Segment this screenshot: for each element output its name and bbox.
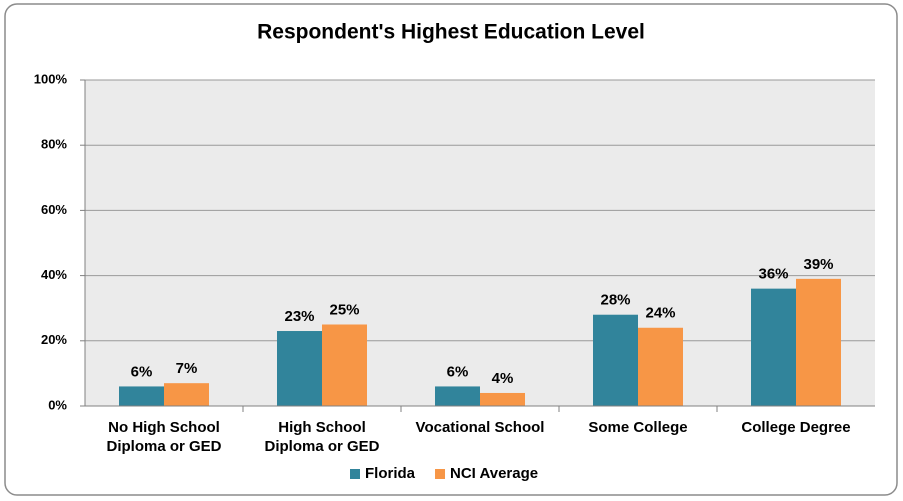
bar	[322, 324, 367, 406]
data-label: 6%	[131, 363, 153, 380]
legend-swatch	[350, 469, 360, 479]
y-tick-label: 60%	[41, 202, 67, 217]
x-tick-label: College Degree	[741, 419, 851, 436]
bar	[119, 386, 164, 406]
bar	[164, 383, 209, 406]
bar	[751, 288, 796, 406]
legend-label: NCI Average	[450, 465, 538, 482]
y-tick-label: 100%	[34, 71, 68, 86]
plot-area	[85, 80, 875, 406]
data-label: 6%	[447, 363, 469, 380]
bar	[593, 314, 638, 406]
x-tick-label: Some College	[588, 419, 688, 436]
bar	[796, 278, 841, 406]
legend-swatch	[435, 469, 446, 479]
data-label: 39%	[803, 256, 833, 273]
data-label: 7%	[176, 360, 198, 377]
data-label: 4%	[492, 370, 514, 387]
data-label: 28%	[600, 292, 630, 309]
bar	[480, 392, 525, 406]
bar	[435, 386, 480, 406]
x-tick-label: Vocational School	[415, 419, 545, 436]
y-tick-label: 20%	[41, 332, 67, 347]
y-tick-label: 40%	[41, 267, 67, 282]
y-tick-label: 0%	[48, 397, 67, 412]
bar	[277, 331, 322, 406]
data-label: 25%	[329, 301, 359, 318]
bar	[638, 327, 683, 406]
data-label: 23%	[284, 308, 314, 325]
data-label: 36%	[758, 266, 788, 283]
chart-title: Respondent's Highest Education Level	[257, 21, 645, 44]
y-tick-label: 80%	[41, 137, 67, 152]
legend-label: Florida	[365, 465, 416, 482]
x-tick-label: No High School Diploma or GED	[106, 419, 222, 455]
data-label: 24%	[645, 305, 675, 322]
x-tick-label: High School Diploma or GED	[264, 419, 380, 455]
